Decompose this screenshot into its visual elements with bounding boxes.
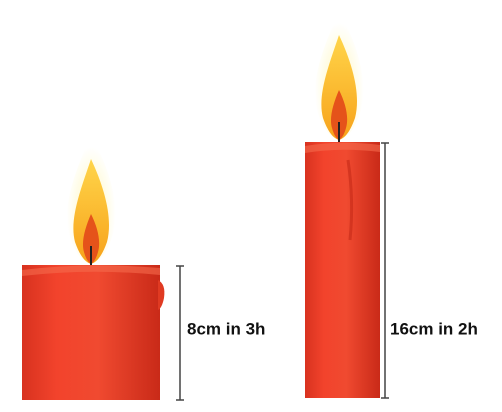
candle-body [305,142,380,398]
candle-tall [305,9,380,398]
candle-short [22,133,165,400]
candle-body [22,265,160,400]
flame [313,9,365,145]
measure-label: 8cm in 3h [187,319,265,338]
measure-label: 16cm in 2h [390,319,478,338]
flame [65,133,117,269]
